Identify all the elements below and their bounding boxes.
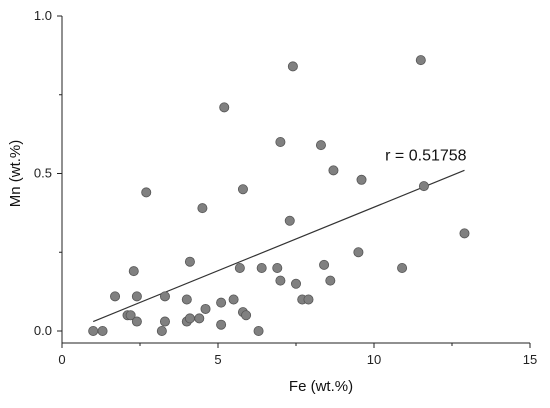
data-point (256, 262, 267, 273)
data-point (284, 215, 295, 226)
data-point (194, 313, 205, 324)
data-point (88, 325, 99, 336)
data-point (275, 136, 286, 147)
data-point (241, 310, 252, 321)
data-point (459, 228, 470, 239)
data-points (88, 55, 470, 336)
data-point (128, 266, 139, 277)
x-tick-label: 0 (58, 352, 65, 367)
data-point (253, 325, 264, 336)
x-ticks: 0 5 10 15 (58, 343, 537, 367)
data-point (287, 61, 298, 72)
x-axis-title: Fe (wt.%) (289, 378, 353, 395)
data-point (181, 294, 192, 305)
data-point (156, 325, 167, 336)
data-point (290, 278, 301, 289)
data-point (131, 316, 142, 327)
data-point (219, 102, 230, 113)
data-point (325, 275, 336, 286)
data-point (315, 140, 326, 151)
data-point (159, 291, 170, 302)
correlation-annotation: r = 0.51758 (385, 148, 467, 165)
x-tick-label: 10 (367, 352, 381, 367)
data-point (328, 165, 339, 176)
x-tick-label: 5 (214, 352, 221, 367)
data-point (415, 55, 426, 66)
data-point (272, 262, 283, 273)
data-point (353, 247, 364, 258)
data-point (216, 319, 227, 330)
data-point (159, 316, 170, 327)
data-point (184, 313, 195, 324)
axes: 0 5 10 15 0.0 0.5 1.0 (34, 8, 537, 367)
x-tick-label: 15 (523, 352, 537, 367)
data-point (125, 310, 136, 321)
data-point (418, 181, 429, 192)
y-tick-label: 1.0 (34, 8, 52, 23)
y-tick-label: 0.0 (34, 323, 52, 338)
y-tick-label: 0.5 (34, 166, 52, 181)
regression-line (92, 169, 465, 323)
data-point (397, 262, 408, 273)
data-point (131, 291, 142, 302)
data-point (237, 184, 248, 195)
data-point (356, 174, 367, 185)
data-point (216, 297, 227, 308)
data-point (141, 187, 152, 198)
data-point (200, 303, 211, 314)
data-point (275, 275, 286, 286)
data-point (97, 325, 108, 336)
data-point (197, 203, 208, 214)
data-point (319, 259, 330, 270)
data-point (234, 262, 245, 273)
data-point (184, 256, 195, 267)
data-point (228, 294, 239, 305)
data-point (303, 294, 314, 305)
y-axis-title: Mn (wt.%) (7, 140, 24, 208)
y-ticks: 0.0 0.5 1.0 (34, 8, 62, 338)
data-point (110, 291, 121, 302)
